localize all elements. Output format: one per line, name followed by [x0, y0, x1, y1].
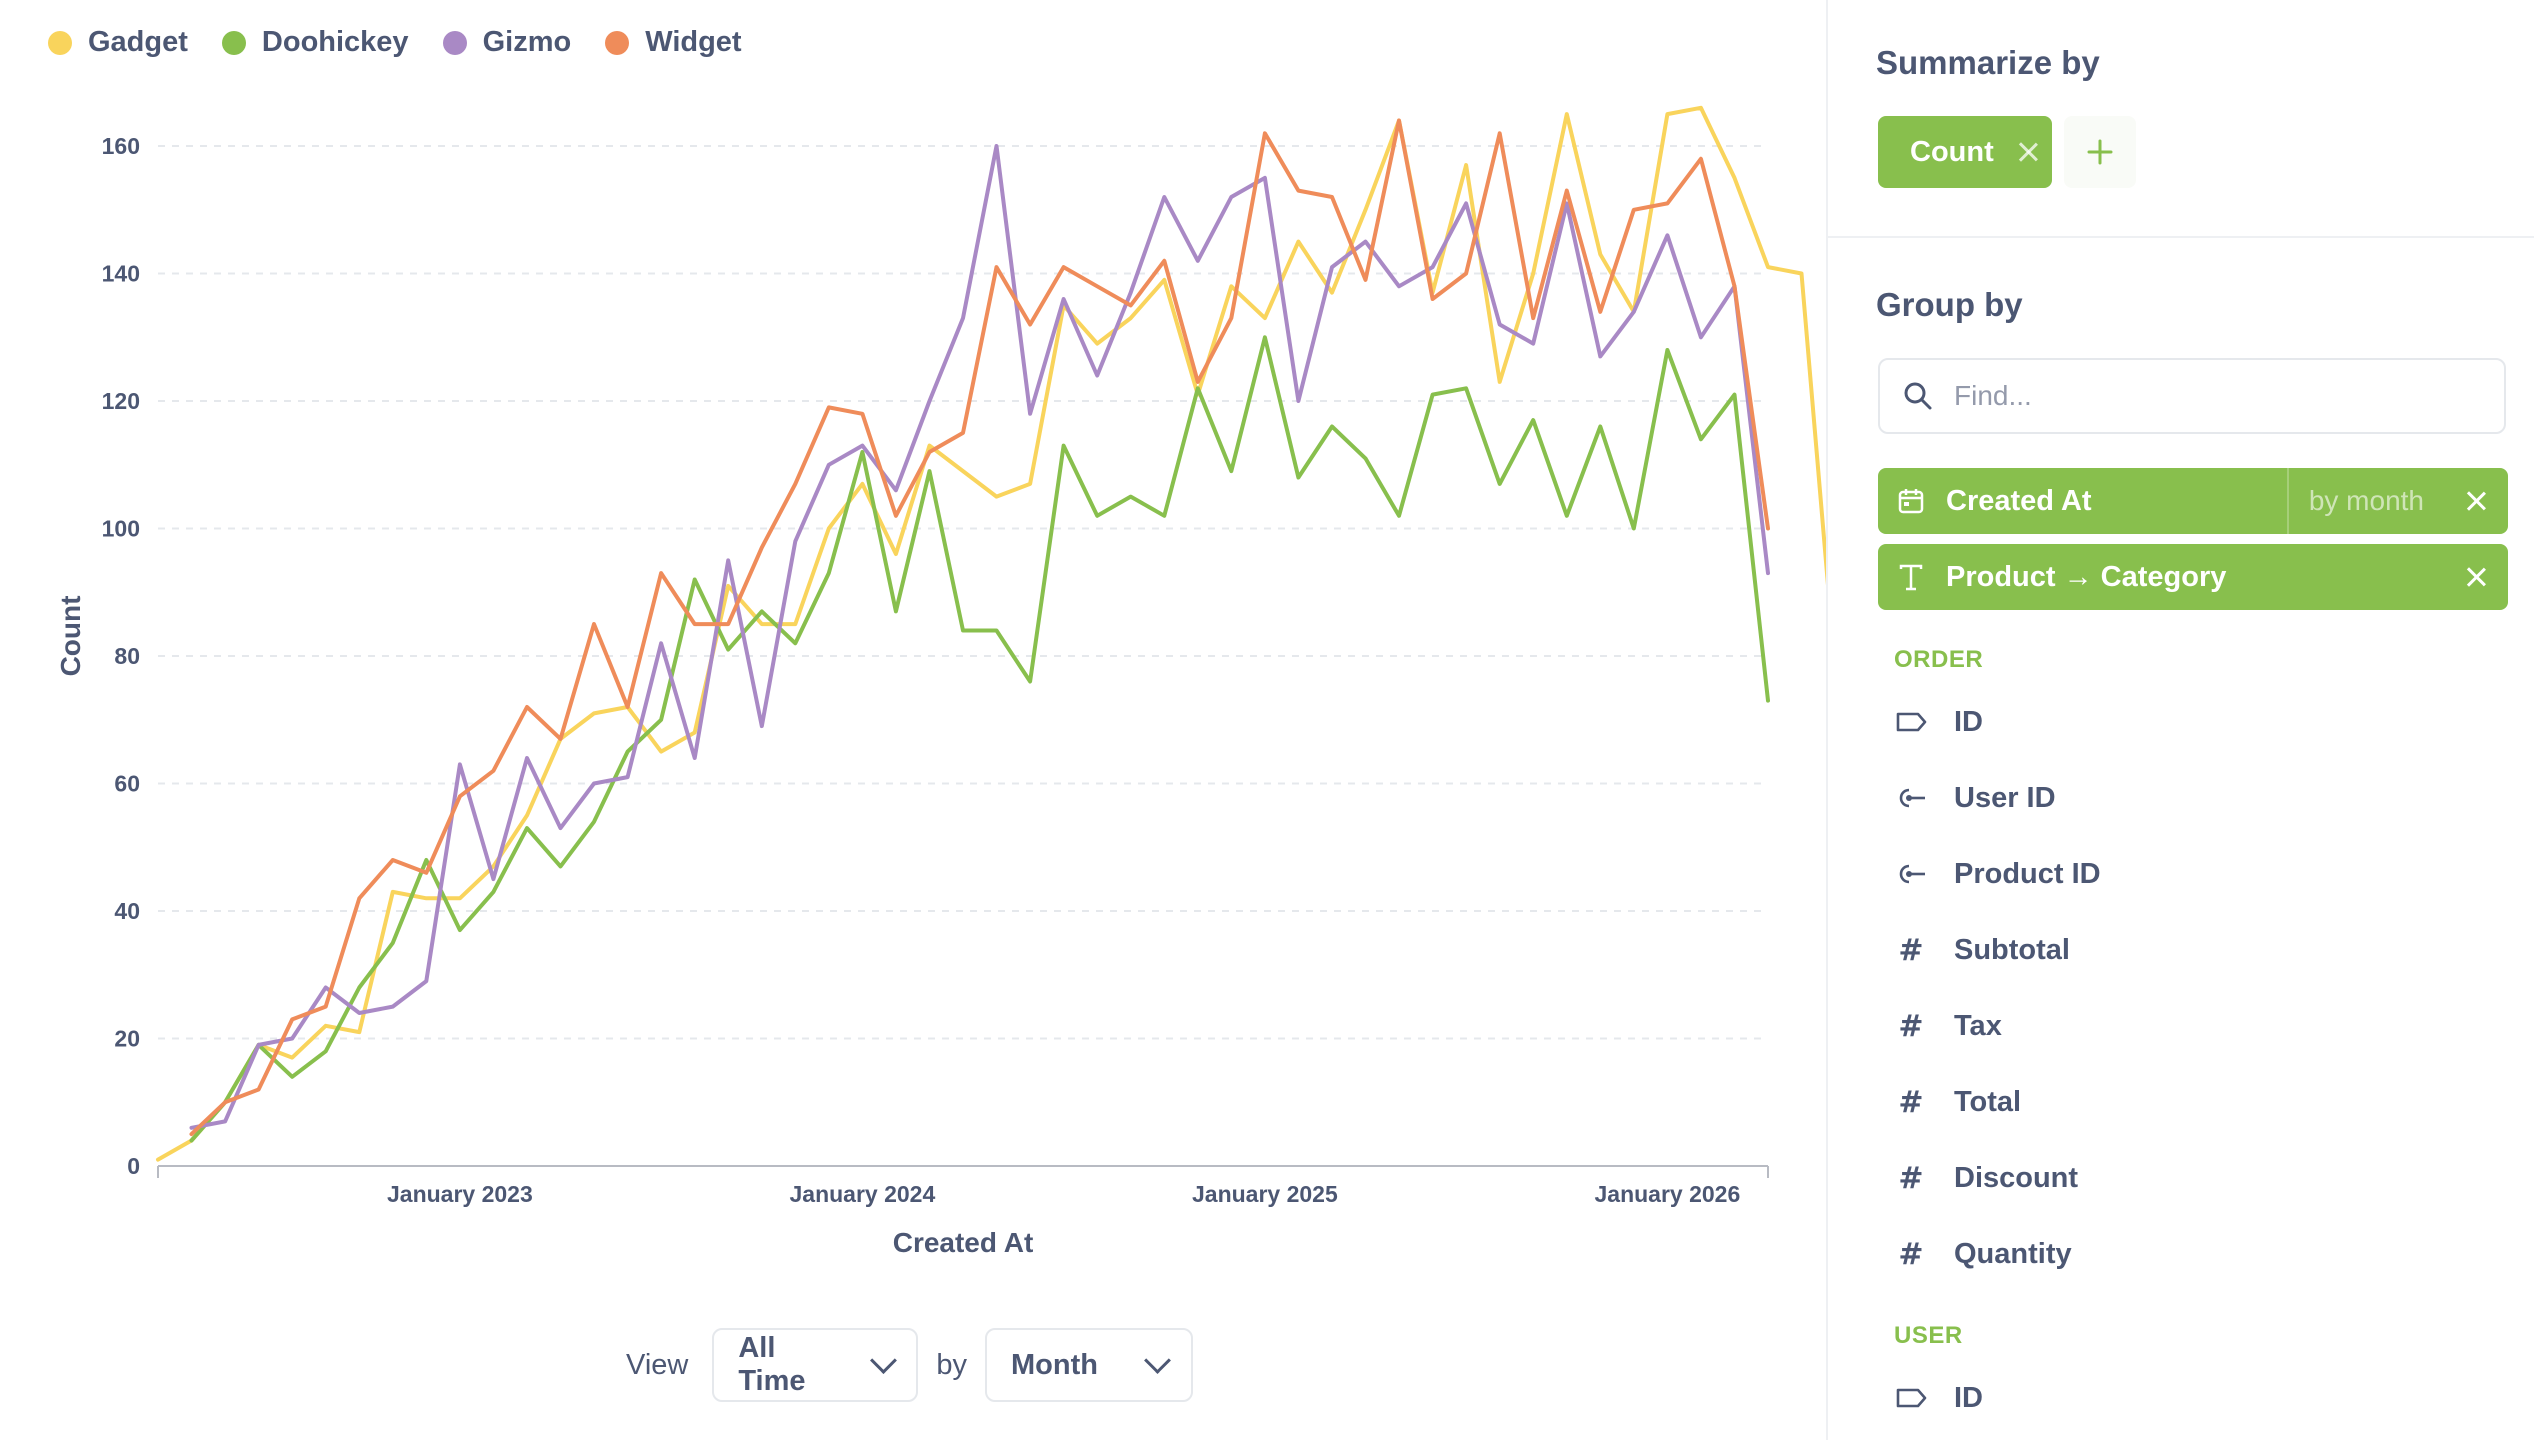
remove-grouping-button[interactable]: [2444, 544, 2508, 610]
y-tick-label: 140: [102, 261, 140, 287]
group-by-title: Group by: [1876, 286, 2023, 323]
x-tick-label: January 2026: [1594, 1181, 1740, 1207]
number-icon: #: [1898, 932, 1924, 968]
view-controls: View All Time by Month: [626, 1328, 1193, 1402]
field-label: Total: [1954, 1085, 2022, 1118]
y-tick-label: 120: [102, 388, 140, 414]
label-icon: [1894, 705, 1928, 739]
legend-dot: [48, 30, 72, 55]
y-tick-label: 80: [114, 643, 140, 669]
x-tick-label: January 2024: [789, 1181, 935, 1207]
field-quantity[interactable]: # Quantity: [1894, 1224, 2494, 1284]
close-icon: [2466, 567, 2486, 587]
y-tick-label: 0: [127, 1153, 140, 1179]
foreign-key-icon: [1894, 857, 1928, 891]
field-label: Discount: [1954, 1161, 2079, 1194]
granularity-select[interactable]: Month: [984, 1328, 1193, 1402]
field-discount[interactable]: # Discount: [1894, 1148, 2494, 1208]
field-subtotal[interactable]: # Subtotal: [1894, 920, 2494, 980]
number-icon: #: [1898, 1236, 1924, 1272]
legend-item-gizmo[interactable]: Gizmo: [442, 26, 572, 59]
series-line-doohickey: [189, 335, 1770, 1143]
chart-legend: Gadget Doohickey Gizmo Widget: [48, 26, 776, 59]
search-input[interactable]: [1952, 379, 2476, 413]
label-icon: [1894, 1381, 1928, 1415]
field-total[interactable]: # Total: [1894, 1072, 2494, 1132]
y-tick-label: 100: [102, 516, 140, 542]
chevron-down-icon: [1144, 1346, 1171, 1374]
series-line-gadget: [156, 105, 1826, 1162]
x-tick-label: January 2023: [387, 1181, 533, 1207]
field-label: Product ID: [1954, 857, 2101, 890]
field-label: Tax: [1954, 1009, 2002, 1042]
number-icon: #: [1898, 1160, 1924, 1196]
legend-dot: [605, 30, 630, 55]
number-icon: #: [1898, 1084, 1924, 1120]
divider: [1828, 236, 2534, 238]
view-label: View: [626, 1348, 689, 1381]
grouping-pill-created-at[interactable]: Created At by month: [1878, 468, 2508, 534]
field-user-id[interactable]: User ID: [1894, 768, 2494, 828]
field-label: Subtotal: [1954, 933, 2070, 966]
y-tick-label: 20: [114, 1026, 140, 1052]
field-user-table-id[interactable]: ID: [1894, 1368, 2494, 1428]
foreign-key-icon: [1894, 781, 1928, 815]
y-tick-label: 160: [102, 133, 140, 159]
number-icon: #: [1898, 1008, 1924, 1044]
field-product-id[interactable]: Product ID: [1894, 844, 2494, 904]
grouping-pill-category[interactable]: Product → Category: [1878, 544, 2508, 610]
field-tax[interactable]: # Tax: [1894, 996, 2494, 1056]
legend-item-widget[interactable]: Widget: [605, 26, 742, 59]
close-icon: [2466, 491, 2486, 511]
field-label: Quantity: [1954, 1237, 2072, 1270]
legend-label: Gadget: [88, 26, 188, 58]
remove-grouping-button[interactable]: [2444, 468, 2508, 534]
add-metric-button[interactable]: [2064, 116, 2136, 188]
plus-icon: [2087, 139, 2113, 165]
by-label: by: [936, 1348, 967, 1381]
legend-item-gadget[interactable]: Gadget: [48, 26, 188, 59]
calendar-icon: [1896, 486, 1926, 516]
view-range-value: All Time: [738, 1332, 806, 1397]
metric-label: Count: [1910, 135, 1994, 168]
grouping-label: Product → Category: [1946, 560, 2227, 593]
series-line-widget: [189, 118, 1770, 1137]
metric-count-pill[interactable]: Count: [1878, 116, 2052, 188]
legend-label: Widget: [645, 26, 742, 58]
summarize-by-title: Summarize by: [1876, 44, 2100, 81]
y-tick-label: 60: [114, 771, 140, 797]
x-axis-title: Created At: [893, 1227, 1034, 1258]
line-chart: 0 20 40 60 80 100 120 140 160 January 2023 January…: [55, 105, 1826, 1258]
grouping-label: Created At: [1946, 484, 2092, 517]
y-axis-title: Count: [55, 596, 86, 677]
table-heading-order: ORDER: [1894, 646, 1984, 673]
view-range-select[interactable]: All Time: [712, 1328, 919, 1402]
chart-area: Gadget Doohickey Gizmo Widget 0 20 40 60 80 100 1…: [48, 26, 1826, 1402]
field-search[interactable]: [1878, 358, 2506, 434]
y-tick-label: 40: [114, 898, 140, 924]
field-order-id[interactable]: ID: [1894, 692, 2494, 752]
legend-label: Doohickey: [261, 26, 409, 58]
legend-item-doohickey[interactable]: Doohickey: [221, 26, 409, 59]
x-tick-label: January 2025: [1192, 1181, 1338, 1207]
close-icon[interactable]: [2018, 142, 2038, 162]
legend-dot: [221, 30, 246, 55]
granularity-value: Month: [1010, 1348, 1098, 1381]
legend-dot: [442, 30, 467, 55]
summarize-sidebar: Summarize by Count Group by Created At b…: [1826, 0, 2534, 1440]
field-label: User ID: [1954, 781, 2056, 814]
chevron-down-icon: [869, 1346, 897, 1374]
text-type-icon: [1896, 562, 1926, 592]
field-label: ID: [1954, 1381, 1983, 1414]
binning-selector[interactable]: by month: [2286, 468, 2444, 534]
legend-label: Gizmo: [482, 26, 572, 58]
field-label: ID: [1954, 705, 1983, 738]
search-icon: [1904, 382, 1932, 410]
series-line-gizmo: [189, 144, 1770, 1130]
table-heading-user: USER: [1894, 1322, 1963, 1349]
